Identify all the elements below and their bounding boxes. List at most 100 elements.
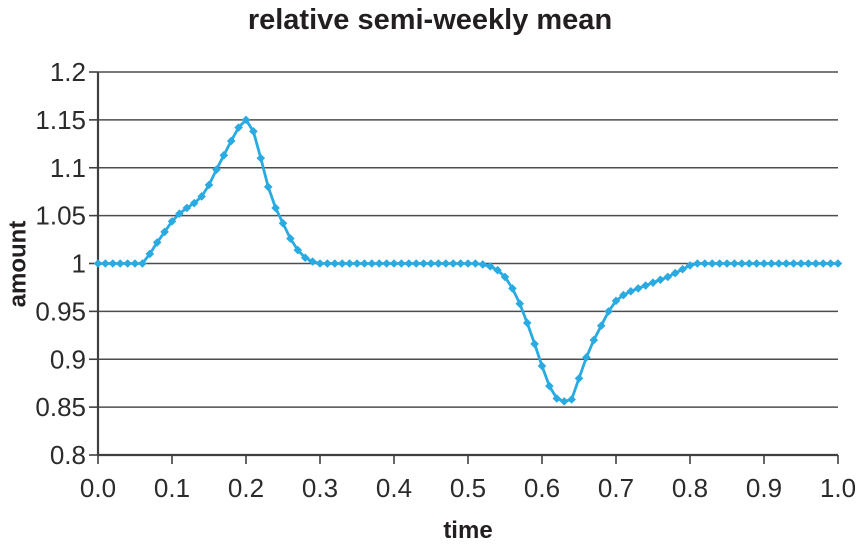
data-point-marker — [441, 259, 451, 268]
data-point-marker — [115, 259, 125, 268]
data-point-marker — [249, 127, 258, 136]
x-axis-label: time — [443, 517, 493, 544]
data-point-marker — [463, 259, 473, 268]
data-point-marker — [574, 374, 584, 383]
y-tick-label: 0.8 — [50, 440, 86, 470]
data-point-marker — [123, 259, 132, 268]
data-point-marker — [389, 259, 399, 268]
data-point-marker — [167, 217, 177, 226]
data-point-marker — [670, 268, 680, 278]
data-point-marker — [448, 259, 458, 268]
x-tick-label: 0.7 — [598, 473, 634, 503]
data-point-marker — [219, 151, 229, 160]
data-point-marker — [715, 259, 724, 268]
y-tick-label: 1.1 — [50, 153, 86, 183]
data-point-marker — [315, 259, 325, 268]
data-point-marker — [382, 259, 391, 268]
chart-title: relative semi-weekly mean — [247, 4, 613, 36]
data-point-marker — [515, 299, 525, 309]
x-tick-label: 0.0 — [80, 473, 116, 503]
data-point-marker — [633, 284, 643, 293]
x-tick-label: 0.2 — [228, 473, 264, 503]
data-point-marker — [419, 259, 428, 268]
data-point-marker — [626, 286, 636, 296]
data-point-marker — [796, 259, 806, 268]
data-point-marker — [522, 318, 532, 328]
data-point-marker — [404, 259, 414, 268]
data-point-marker — [145, 249, 155, 259]
data-point-marker — [308, 257, 317, 266]
data-point-marker — [367, 259, 377, 268]
data-point-marker — [678, 264, 687, 274]
data-point-marker — [204, 180, 214, 190]
data-point-marker — [293, 245, 303, 255]
x-tick-label: 0.3 — [302, 473, 338, 503]
data-point-marker — [619, 290, 628, 300]
data-point-marker — [737, 259, 747, 268]
data-point-marker — [781, 259, 791, 268]
data-point-marker — [93, 259, 103, 268]
data-point-marker — [456, 259, 465, 268]
data-point-marker — [478, 260, 488, 269]
data-point-marker — [537, 361, 547, 371]
data-point-marker — [130, 259, 140, 268]
data-point-marker — [330, 259, 340, 268]
data-point-marker — [108, 259, 118, 268]
data-point-marker — [648, 278, 658, 287]
data-point-marker — [234, 123, 243, 132]
x-tick-label: 0.5 — [450, 473, 486, 503]
data-point-marker — [804, 259, 813, 268]
data-point-marker — [411, 259, 421, 268]
data-point-marker — [300, 253, 310, 263]
x-tick-label: 0.6 — [524, 473, 560, 503]
data-point-marker — [641, 281, 650, 290]
data-point-marker — [241, 115, 251, 125]
data-point-marker — [818, 259, 828, 268]
data-point-marker — [352, 259, 362, 268]
data-point-marker — [552, 394, 562, 403]
data-point-marker — [656, 275, 665, 285]
data-point-marker — [744, 259, 754, 268]
data-point-marker — [567, 395, 576, 404]
data-point-marker — [434, 259, 443, 268]
data-point-marker — [811, 259, 821, 268]
data-point-marker — [663, 272, 673, 282]
data-point-marker — [508, 284, 517, 293]
data-point-marker — [826, 259, 835, 268]
data-point-marker — [345, 259, 354, 268]
y-tick-label: 1 — [72, 249, 86, 279]
y-tick-label: 1.2 — [50, 57, 86, 87]
data-point-marker — [263, 182, 273, 192]
data-point-marker — [212, 165, 221, 174]
data-point-marker — [426, 259, 436, 268]
data-point-marker — [485, 262, 495, 271]
data-point-marker — [286, 234, 295, 243]
x-tick-label: 0.8 — [672, 473, 708, 503]
data-point-marker — [700, 259, 710, 268]
data-point-marker — [559, 397, 569, 406]
data-point-marker — [759, 259, 769, 268]
data-point-marker — [197, 192, 206, 201]
data-point-marker — [256, 153, 266, 163]
y-tick-label: 1.05 — [35, 201, 86, 231]
data-point-marker — [582, 353, 591, 362]
data-point-marker — [500, 272, 510, 282]
data-point-marker — [685, 261, 695, 270]
data-point-marker — [693, 259, 702, 268]
data-point-marker — [611, 296, 621, 306]
data-point-marker — [707, 259, 717, 268]
data-point-marker — [101, 259, 110, 268]
data-point-marker — [730, 259, 739, 268]
data-point-marker — [530, 339, 539, 349]
data-point-marker — [493, 265, 502, 275]
data-point-marker — [160, 227, 169, 237]
x-tick-label: 0.4 — [376, 473, 412, 503]
data-point-marker — [226, 136, 236, 146]
data-point-marker — [278, 218, 288, 228]
data-point-marker — [337, 259, 347, 268]
data-point-marker — [152, 238, 162, 247]
data-point-marker — [604, 307, 613, 316]
data-point-marker — [397, 259, 406, 268]
